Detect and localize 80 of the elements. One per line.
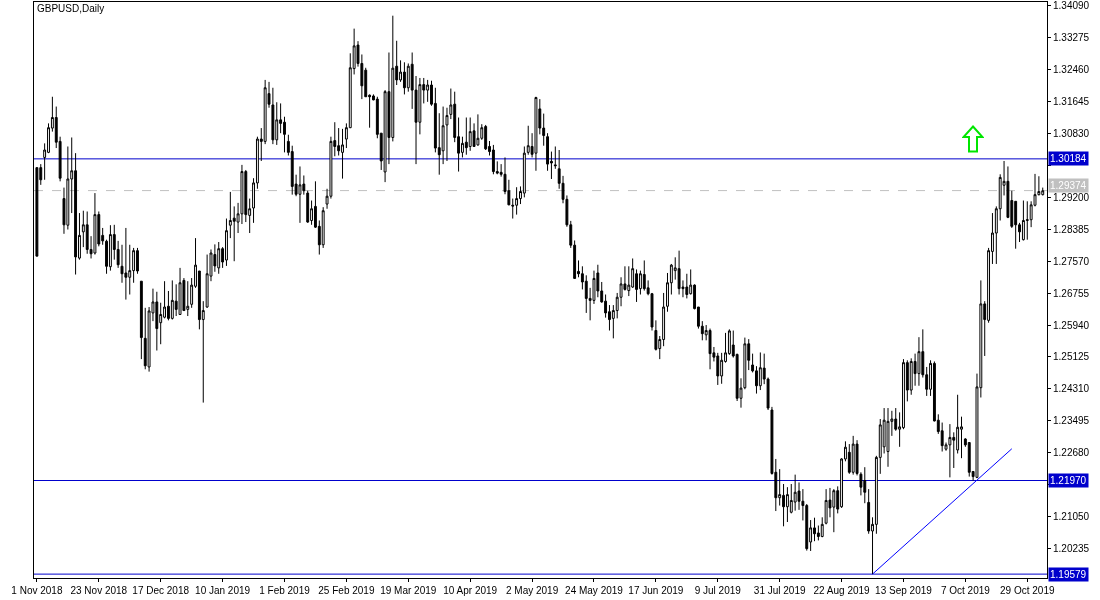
candlestick [341, 128, 344, 180]
y-tick-label: 1.28385 [1053, 223, 1090, 235]
candlestick [553, 145, 557, 170]
y-tick-label: 1.25940 [1053, 319, 1090, 331]
candlestick [793, 474, 797, 512]
candlestick [170, 279, 174, 321]
candlestick [402, 61, 406, 95]
y-tick-label: 1.26755 [1053, 287, 1090, 299]
candlestick [93, 192, 97, 256]
candlestick [468, 117, 472, 152]
candlestick [642, 259, 646, 292]
candlestick [124, 227, 128, 301]
ref-line-label: 1.30184 [1050, 153, 1087, 164]
x-tick-label: 23 Nov 2018 [70, 585, 128, 596]
candlestick [526, 125, 530, 156]
x-tick-label: 24 May 2019 [565, 585, 624, 596]
candlestick [534, 96, 538, 172]
candlestick [464, 117, 468, 156]
candlestick [820, 516, 824, 538]
candlestick [476, 113, 480, 147]
candlestick [1021, 200, 1025, 241]
candlestick [491, 144, 495, 175]
candlestick [143, 307, 147, 370]
x-tick-label: 31 Jul 2019 [753, 585, 806, 596]
chart-title: GBPUSD,Daily [37, 3, 105, 14]
ref-line-label: 1.29374 [1050, 180, 1087, 191]
x-tick-label: 25 Feb 2019 [318, 585, 375, 596]
candlestick [155, 291, 159, 351]
y-tick-label: 1.32460 [1053, 64, 1090, 76]
candlestick [178, 267, 182, 315]
x-tick-label: 22 Aug 2019 [813, 585, 871, 596]
candlestick [426, 79, 430, 103]
y-tick-label: 1.24310 [1053, 383, 1090, 395]
candlestick [824, 488, 828, 525]
candlestick [108, 224, 112, 272]
y-tick-label: 1.31645 [1053, 96, 1090, 108]
y-tick-label: 1.20235 [1053, 542, 1090, 554]
candlestick [225, 218, 228, 267]
x-tick-label: 19 Mar 2019 [380, 585, 437, 596]
x-tick-label: 1 Nov 2018 [11, 585, 63, 596]
ref-line-label: 1.21970 [1050, 475, 1087, 486]
x-tick-label: 29 Oct 2019 [1000, 585, 1055, 596]
x-tick-label: 10 Apr 2019 [443, 585, 498, 596]
y-tick-label: 1.27570 [1053, 255, 1090, 267]
x-tick-label: 17 Dec 2018 [132, 585, 190, 596]
candlestick [785, 486, 789, 523]
candlestick [217, 241, 221, 275]
y-tick-label: 1.34090 [1053, 0, 1090, 12]
y-tick-label: 1.30830 [1053, 128, 1090, 140]
candlestick [306, 190, 310, 224]
y-tick-label: 1.22680 [1053, 447, 1090, 459]
candlestick [139, 280, 143, 360]
candlestick [948, 423, 952, 478]
candlestick [967, 442, 971, 478]
y-tick-label: 1.23495 [1053, 415, 1090, 427]
candlestick [186, 280, 190, 317]
candlestick [851, 435, 855, 476]
candlestick [758, 351, 762, 391]
x-tick-label: 2 May 2019 [505, 585, 559, 596]
x-tick-label: 1 Feb 2019 [259, 585, 311, 596]
y-tick-label: 1.29200 [1053, 191, 1090, 203]
x-tick-label: 9 Jul 2019 [694, 585, 742, 596]
candlestick [685, 273, 689, 299]
candlestick [708, 328, 712, 370]
candlestick [677, 250, 681, 295]
y-tick-label: 1.25125 [1053, 351, 1090, 363]
ref-line-label: 1.19579 [1050, 569, 1087, 580]
y-tick-label: 1.21050 [1053, 511, 1090, 523]
candlestick [1025, 200, 1029, 241]
x-tick-label: 17 Jun 2019 [628, 585, 684, 596]
candlestick [863, 466, 867, 504]
candlestick [85, 210, 89, 255]
x-tick-label: 13 Sep 2019 [875, 585, 933, 596]
candlestick [515, 186, 519, 216]
candlestick [832, 488, 836, 533]
x-tick-label: 10 Jan 2019 [195, 585, 251, 596]
candlestick [298, 165, 302, 224]
candlestick [886, 407, 890, 468]
y-tick-label: 1.33275 [1053, 32, 1090, 44]
x-tick-label: 7 Oct 2019 [940, 585, 991, 596]
